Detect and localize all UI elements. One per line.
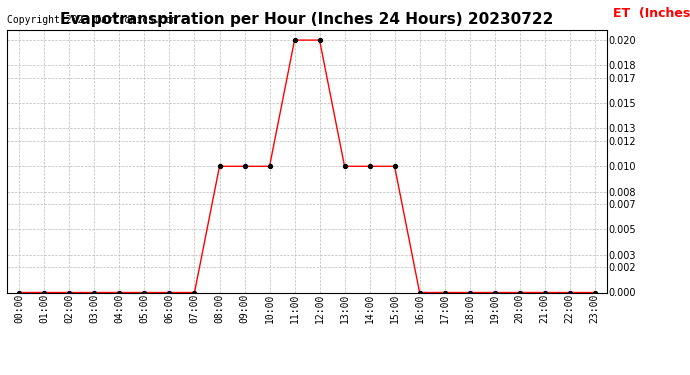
Point	[314, 37, 325, 43]
Point	[514, 290, 525, 296]
Point	[589, 290, 600, 296]
Point	[439, 290, 450, 296]
Point	[214, 163, 225, 169]
Point	[139, 290, 150, 296]
Point	[89, 290, 100, 296]
Point	[564, 290, 575, 296]
Point	[464, 290, 475, 296]
Point	[414, 290, 425, 296]
Title: Evapotranspiration per Hour (Inches 24 Hours) 20230722: Evapotranspiration per Hour (Inches 24 H…	[60, 12, 554, 27]
Point	[64, 290, 75, 296]
Point	[39, 290, 50, 296]
Point	[389, 163, 400, 169]
Text: Copyright 2023 Cartronics.com: Copyright 2023 Cartronics.com	[7, 15, 177, 25]
Point	[239, 163, 250, 169]
Point	[264, 163, 275, 169]
Point	[539, 290, 550, 296]
Point	[164, 290, 175, 296]
Point	[339, 163, 350, 169]
Point	[114, 290, 125, 296]
Point	[364, 163, 375, 169]
Point	[14, 290, 25, 296]
Text: ET  (Inches): ET (Inches)	[613, 6, 690, 20]
Point	[489, 290, 500, 296]
Point	[289, 37, 300, 43]
Point	[189, 290, 200, 296]
